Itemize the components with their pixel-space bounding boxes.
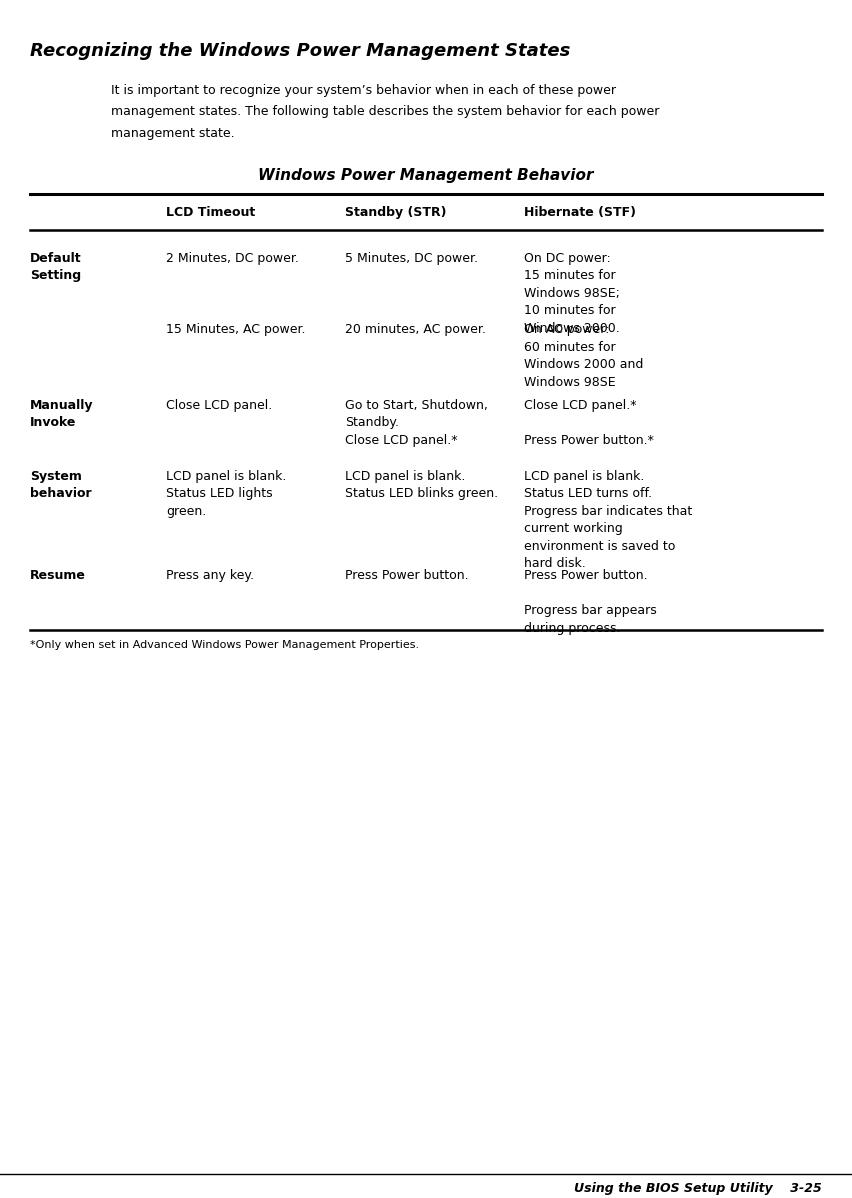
Text: 15 Minutes, AC power.: 15 Minutes, AC power. [166,323,306,337]
Text: Windows Power Management Behavior: Windows Power Management Behavior [258,168,594,183]
Text: Press Power button.: Press Power button. [345,569,469,582]
Text: Close LCD panel.*

Press Power button.*: Close LCD panel.* Press Power button.* [524,399,653,447]
Text: Recognizing the Windows Power Management States: Recognizing the Windows Power Management… [30,42,570,60]
Text: Default
Setting: Default Setting [30,252,82,282]
Text: Standby (STR): Standby (STR) [345,206,446,219]
Text: On DC power:
15 minutes for
Windows 98SE;
10 minutes for
Windows 2000.: On DC power: 15 minutes for Windows 98SE… [524,252,620,334]
Text: On AC power:
60 minutes for
Windows 2000 and
Windows 98SE: On AC power: 60 minutes for Windows 2000… [524,323,643,389]
Text: LCD panel is blank.
Status LED lights
green.: LCD panel is blank. Status LED lights gr… [166,470,286,518]
Text: Go to Start, Shutdown,
Standby.
Close LCD panel.*: Go to Start, Shutdown, Standby. Close LC… [345,399,488,447]
Text: Close LCD panel.: Close LCD panel. [166,399,273,412]
Text: It is important to recognize your system’s behavior when in each of these power: It is important to recognize your system… [111,84,616,97]
Text: management state.: management state. [111,127,234,140]
Text: Resume: Resume [30,569,86,582]
Text: LCD panel is blank.
Status LED blinks green.: LCD panel is blank. Status LED blinks gr… [345,470,498,500]
Text: Hibernate (STF): Hibernate (STF) [524,206,636,219]
Text: Manually
Invoke: Manually Invoke [30,399,94,429]
Text: management states. The following table describes the system behavior for each po: management states. The following table d… [111,105,659,119]
Text: Using the BIOS Setup Utility    3-25: Using the BIOS Setup Utility 3-25 [574,1182,822,1196]
Text: Press Power button.

Progress bar appears
during process.: Press Power button. Progress bar appears… [524,569,657,635]
Text: 5 Minutes, DC power.: 5 Minutes, DC power. [345,252,478,265]
Text: Press any key.: Press any key. [166,569,254,582]
Text: 2 Minutes, DC power.: 2 Minutes, DC power. [166,252,299,265]
Text: LCD Timeout: LCD Timeout [166,206,256,219]
Text: System
behavior: System behavior [30,470,91,500]
Text: *Only when set in Advanced Windows Power Management Properties.: *Only when set in Advanced Windows Power… [30,640,419,649]
Text: LCD panel is blank.
Status LED turns off.
Progress bar indicates that
current wo: LCD panel is blank. Status LED turns off… [524,470,692,570]
Text: 20 minutes, AC power.: 20 minutes, AC power. [345,323,486,337]
